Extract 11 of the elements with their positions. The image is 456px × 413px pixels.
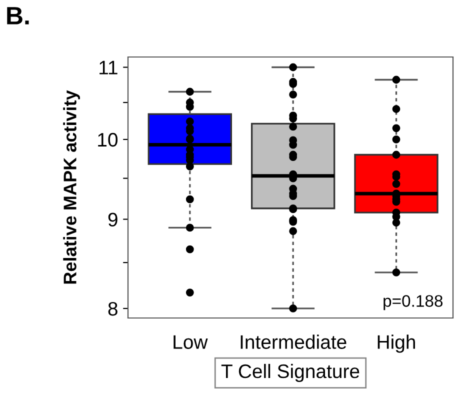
x-tick-label: High <box>378 334 415 353</box>
y-tick-label: 11 <box>100 60 118 74</box>
x-tick-label: Intermediate <box>240 334 346 349</box>
x-tick-label: Low <box>174 335 208 349</box>
y-tick-label: 10 <box>98 132 118 147</box>
y-tick-label: 8 <box>108 302 118 316</box>
annotation: p=0.188 <box>384 295 443 310</box>
chart-title: B. <box>7 7 29 24</box>
y-axis-title: Relative MAPK activity <box>63 90 80 284</box>
y-tick-label: 9 <box>108 212 118 226</box>
x-axis-title: T Cell Signature <box>221 364 360 382</box>
